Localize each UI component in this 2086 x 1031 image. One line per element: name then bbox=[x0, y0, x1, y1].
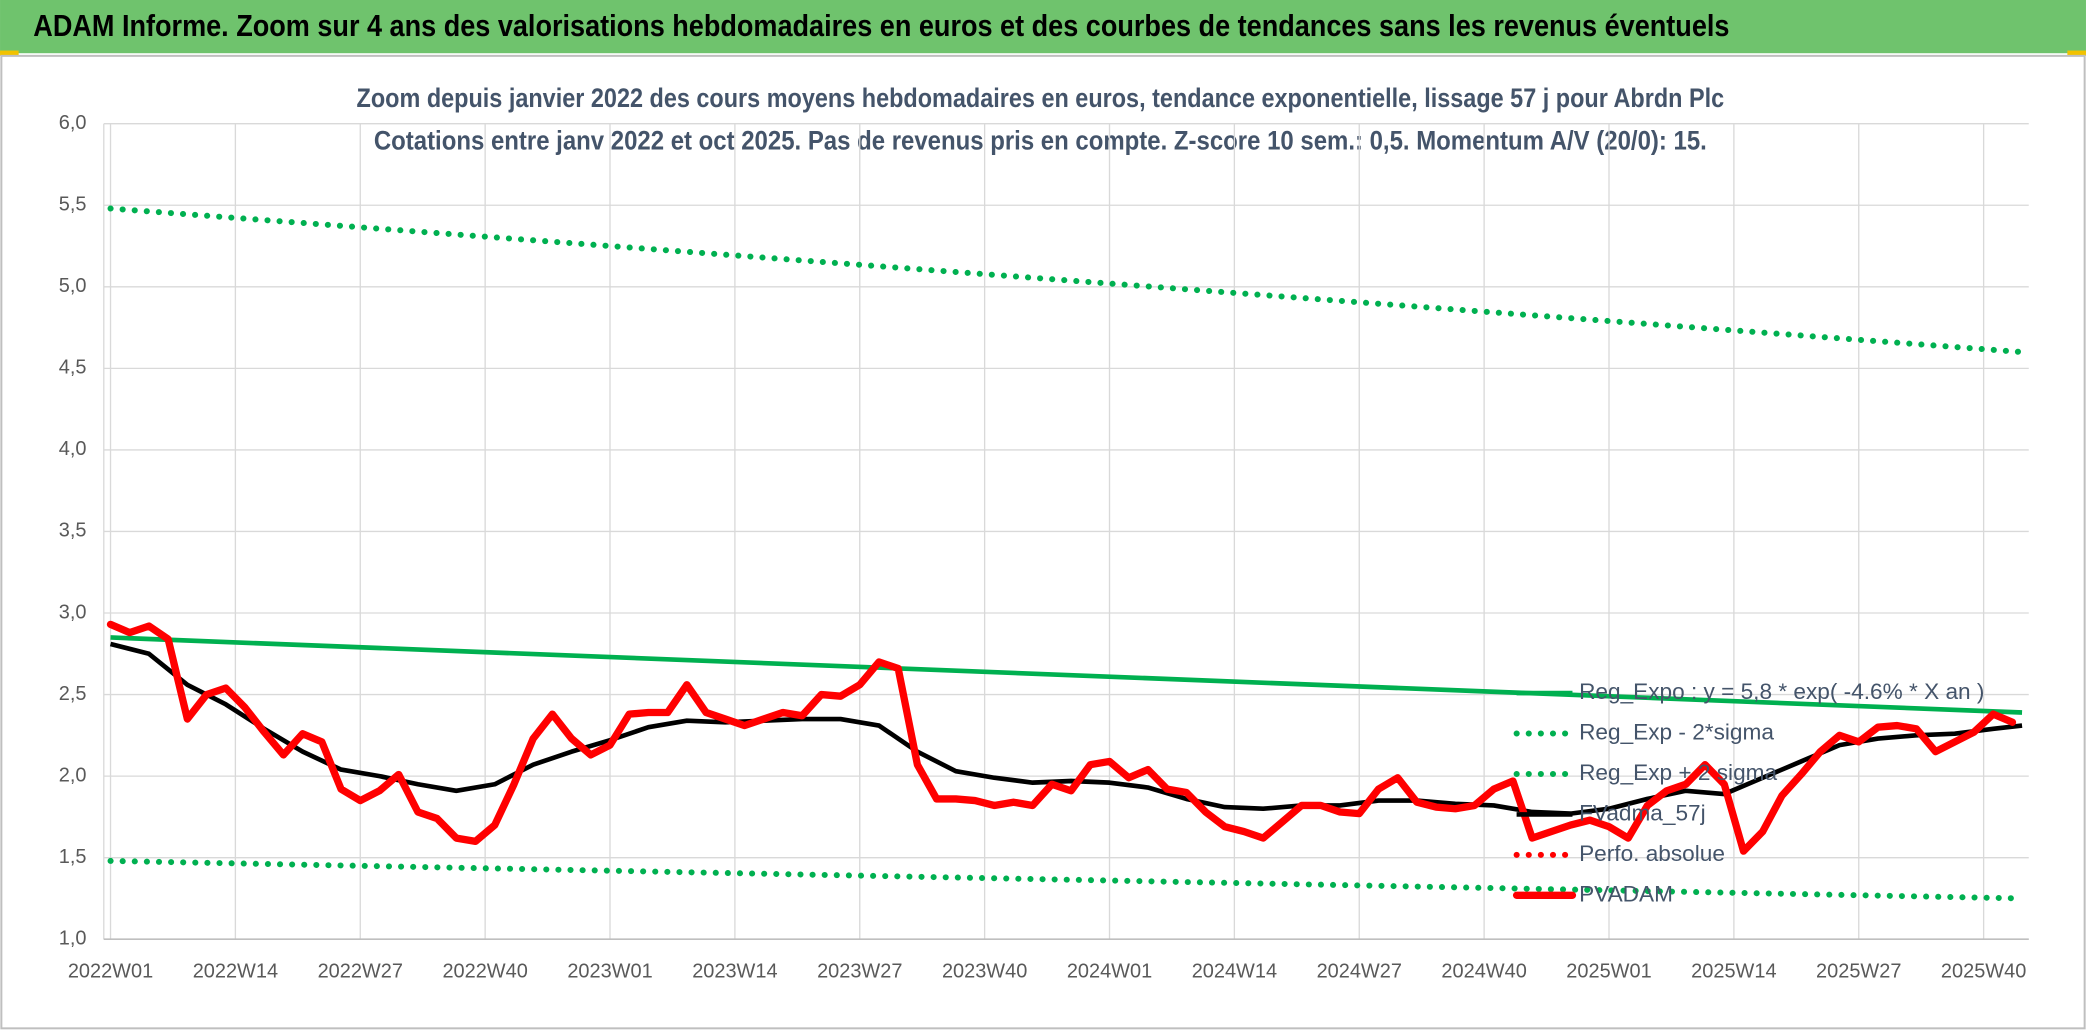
chart-frame bbox=[0, 54, 2086, 1030]
series-line bbox=[107, 205, 2026, 356]
x-tick-label: 2023W01 bbox=[567, 961, 652, 983]
chart-subtitle: Zoom depuis janvier 2022 des cours moyen… bbox=[357, 83, 1725, 113]
legend-label: FVadma_57j bbox=[1579, 800, 1706, 825]
y-tick-label: 4,0 bbox=[59, 438, 87, 460]
x-tick-label: 2022W14 bbox=[193, 961, 278, 983]
x-tick-label: 2023W14 bbox=[692, 961, 777, 983]
corner-mark bbox=[0, 50, 19, 56]
y-tick-label: 2,5 bbox=[59, 683, 87, 705]
y-tick-label: 3,5 bbox=[59, 520, 87, 542]
x-tick-label: 2025W40 bbox=[1941, 961, 2026, 983]
x-tick-label: 2024W01 bbox=[1067, 961, 1152, 983]
x-tick-label: 2024W40 bbox=[1441, 961, 1526, 983]
x-tick-label: 2023W40 bbox=[942, 961, 1027, 983]
x-tick-label: 2025W27 bbox=[1816, 961, 1901, 983]
legend-label: Reg_Exp + 2 sigma bbox=[1579, 760, 1777, 785]
y-tick-label: 6,0 bbox=[59, 112, 87, 134]
grid: 1,0 1,5 2,0 2,5 3,0 3,5 4,0 4,5 5,0 5,5 6,0 2022W01… bbox=[59, 112, 2029, 983]
legend-label: PVADAM bbox=[1579, 881, 1673, 906]
x-tick-label: 2025W01 bbox=[1566, 961, 1651, 983]
y-tick-label: 5,5 bbox=[59, 194, 87, 216]
x-tick-label: 2025W14 bbox=[1691, 961, 1776, 983]
x-tick-label: 2024W14 bbox=[1192, 961, 1277, 983]
page-title: ADAM Informe. Zoom sur 4 ans des valoris… bbox=[33, 9, 1729, 43]
y-tick-label: 1,5 bbox=[59, 846, 87, 868]
x-tick-label: 2022W27 bbox=[318, 961, 403, 983]
x-tick-label: 2022W01 bbox=[68, 961, 153, 983]
plot-area bbox=[106, 205, 2026, 902]
corner-mark bbox=[2067, 50, 2086, 56]
chart-subtitle: Cotations entre janv 2022 et oct 2025. P… bbox=[374, 125, 1707, 155]
series-line bbox=[106, 620, 2017, 855]
legend-label: Perfo. absolue bbox=[1579, 841, 1725, 866]
y-tick-label: 1,0 bbox=[59, 927, 87, 949]
series-line bbox=[110, 635, 2023, 715]
legend-label: Reg_Expo : y = 5,8 * exp( -4.6% * X an ) bbox=[1579, 679, 1984, 704]
y-tick-label: 4,5 bbox=[59, 357, 87, 379]
series-line bbox=[107, 857, 2026, 902]
x-tick-label: 2022W40 bbox=[442, 961, 527, 983]
y-tick-label: 2,0 bbox=[59, 764, 87, 786]
y-tick-label: 5,0 bbox=[59, 275, 87, 297]
x-tick-label: 2024W27 bbox=[1317, 961, 1402, 983]
series-line bbox=[109, 641, 2023, 816]
legend-label: Reg_Exp - 2*sigma bbox=[1579, 720, 1774, 745]
y-tick-label: 3,0 bbox=[59, 601, 87, 623]
legend: Reg_Expo : y = 5,8 * exp( -4.6% * X an )… bbox=[1512, 679, 1984, 906]
header-bar bbox=[0, 0, 2086, 54]
x-tick-label: 2023W27 bbox=[817, 961, 902, 983]
